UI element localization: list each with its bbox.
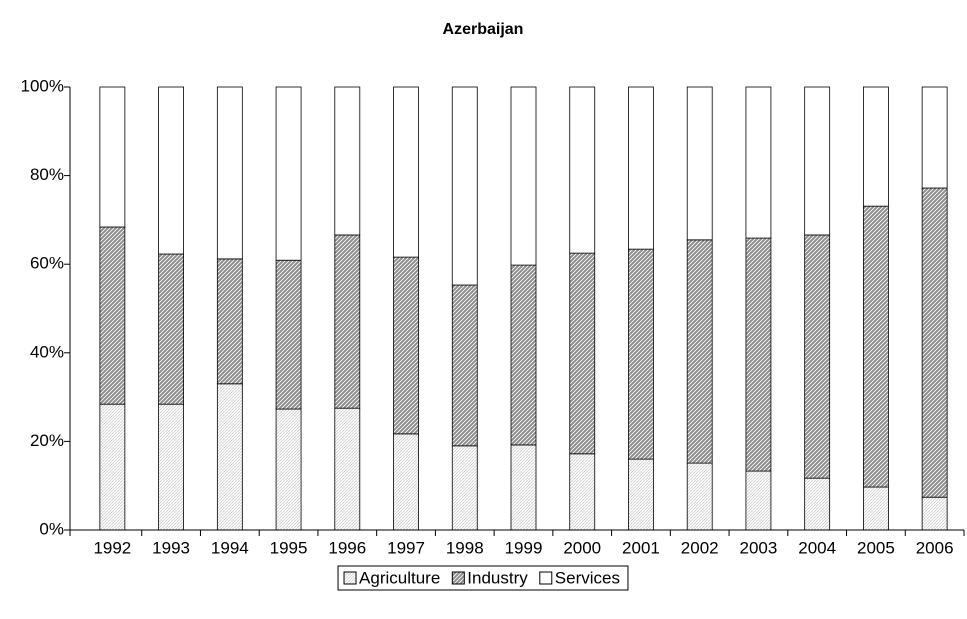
- bar-segment: [686, 462, 713, 531]
- bar-segment: [510, 444, 537, 531]
- bar-segment: [216, 258, 243, 385]
- bar-segment: [628, 458, 654, 531]
- y-tick-label: 40%: [30, 342, 64, 361]
- x-tick-label: 1996: [328, 538, 366, 557]
- x-tick-label: 2005: [857, 538, 895, 557]
- legend-swatch: [451, 571, 465, 585]
- bar-segment: [921, 86, 948, 189]
- bar-segment: [745, 470, 772, 531]
- bar-segment: [510, 264, 537, 446]
- bar-segment: [863, 205, 889, 488]
- bar-segment: [275, 86, 302, 261]
- bar-segment: [569, 453, 596, 531]
- bar-segment: [686, 86, 713, 241]
- bar-segment: [921, 187, 948, 498]
- chart-title: Azerbaijan: [443, 21, 524, 38]
- y-tick-label: 100%: [21, 76, 64, 95]
- legend: Agriculture Industry Services: [337, 565, 629, 591]
- bar-segment: [569, 252, 596, 455]
- bar-segment: [628, 248, 654, 460]
- legend-swatch: [343, 571, 357, 585]
- bar-segment: [569, 86, 596, 254]
- bar-segment: [216, 86, 243, 260]
- bar-segment: [216, 383, 243, 531]
- legend-label: Industry: [467, 568, 528, 587]
- x-tick-label: 1993: [152, 538, 190, 557]
- bar-segment: [393, 433, 419, 531]
- x-tick-label: 2000: [563, 538, 601, 557]
- bar-segment: [99, 86, 126, 228]
- bar-segment: [393, 256, 419, 435]
- bar-segment: [99, 226, 126, 405]
- x-tick-label: 1992: [93, 538, 131, 557]
- bar-segment: [804, 234, 831, 479]
- bar-segment: [686, 239, 713, 464]
- bar-segment: [745, 86, 772, 239]
- bar-segment: [451, 86, 478, 286]
- legend-label: Services: [555, 568, 620, 587]
- x-tick-label: 1997: [387, 538, 425, 557]
- x-tick-label: 2002: [681, 538, 719, 557]
- legend-box: [337, 565, 629, 591]
- bar-segment: [99, 403, 126, 531]
- x-tick-label: 1994: [211, 538, 249, 557]
- bar-segment: [451, 284, 478, 447]
- bar-segment: [921, 496, 948, 531]
- bar-segment: [158, 86, 185, 255]
- x-tick-label: 1995: [270, 538, 308, 557]
- y-tick-label: 0%: [39, 519, 64, 538]
- bar-segment: [334, 234, 361, 409]
- x-tick-label: 2001: [622, 538, 660, 557]
- bar-segment: [451, 445, 478, 531]
- bar-segment: [863, 486, 889, 531]
- bar-segment: [393, 86, 419, 258]
- legend-swatch: [539, 571, 553, 585]
- x-tick-label: 2006: [916, 538, 954, 557]
- bar-segment: [628, 86, 654, 250]
- bar-segment: [804, 477, 831, 531]
- bar-segment: [863, 86, 889, 207]
- x-tick-label: 2004: [798, 538, 836, 557]
- y-tick-label: 60%: [30, 254, 64, 273]
- bar-segment: [334, 86, 361, 236]
- bar-segment: [275, 259, 302, 410]
- bar-segment: [804, 86, 831, 236]
- bar-segment: [745, 237, 772, 472]
- bar-segment: [510, 86, 537, 266]
- y-tick-label: 20%: [30, 431, 64, 450]
- bar-segment: [275, 408, 302, 531]
- legend-label: Agriculture: [359, 568, 440, 587]
- x-tick-label: 1998: [446, 538, 484, 557]
- bar-segment: [158, 253, 185, 405]
- x-tick-label: 1999: [505, 538, 543, 557]
- y-tick-label: 80%: [30, 165, 64, 184]
- x-tick-label: 2003: [740, 538, 778, 557]
- bar-segment: [334, 407, 361, 531]
- bar-segment: [158, 403, 185, 531]
